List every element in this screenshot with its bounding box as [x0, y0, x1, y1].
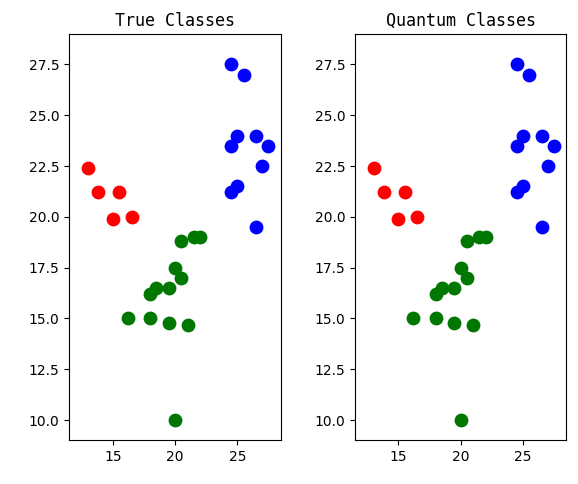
- Point: [152, 284, 161, 292]
- Point: [189, 233, 198, 241]
- Point: [227, 142, 236, 150]
- Point: [251, 223, 261, 231]
- Point: [233, 182, 242, 190]
- Point: [183, 321, 192, 329]
- Point: [481, 233, 490, 241]
- Point: [450, 284, 459, 292]
- Point: [518, 182, 528, 190]
- Point: [394, 215, 403, 223]
- Point: [512, 60, 521, 68]
- Point: [512, 189, 521, 197]
- Point: [512, 142, 521, 150]
- Point: [413, 213, 422, 221]
- Point: [431, 315, 440, 322]
- Point: [94, 189, 103, 197]
- Point: [83, 164, 92, 172]
- Point: [127, 213, 136, 221]
- Point: [469, 321, 478, 329]
- Point: [438, 284, 447, 292]
- Point: [264, 142, 273, 150]
- Point: [524, 71, 533, 78]
- Point: [251, 132, 261, 139]
- Point: [146, 315, 155, 322]
- Point: [227, 60, 236, 68]
- Point: [456, 416, 465, 424]
- Point: [518, 132, 528, 139]
- Point: [123, 315, 132, 322]
- Point: [537, 223, 546, 231]
- Point: [409, 315, 418, 322]
- Point: [369, 164, 378, 172]
- Point: [108, 215, 117, 223]
- Point: [400, 189, 409, 197]
- Point: [171, 416, 180, 424]
- Point: [537, 132, 546, 139]
- Point: [258, 162, 267, 170]
- Point: [475, 233, 484, 241]
- Point: [195, 233, 205, 241]
- Title: True Classes: True Classes: [115, 12, 235, 30]
- Point: [462, 274, 472, 282]
- Point: [379, 189, 388, 197]
- Point: [177, 237, 186, 245]
- Point: [543, 162, 553, 170]
- Title: Quantum Classes: Quantum Classes: [386, 12, 536, 30]
- Point: [239, 71, 248, 78]
- Point: [164, 284, 173, 292]
- Point: [450, 318, 459, 326]
- Point: [233, 132, 242, 139]
- Point: [549, 142, 558, 150]
- Point: [164, 318, 173, 326]
- Point: [114, 189, 124, 197]
- Point: [146, 290, 155, 298]
- Point: [177, 274, 186, 282]
- Point: [456, 264, 465, 272]
- Point: [462, 237, 472, 245]
- Point: [171, 264, 180, 272]
- Point: [227, 189, 236, 197]
- Point: [431, 290, 440, 298]
